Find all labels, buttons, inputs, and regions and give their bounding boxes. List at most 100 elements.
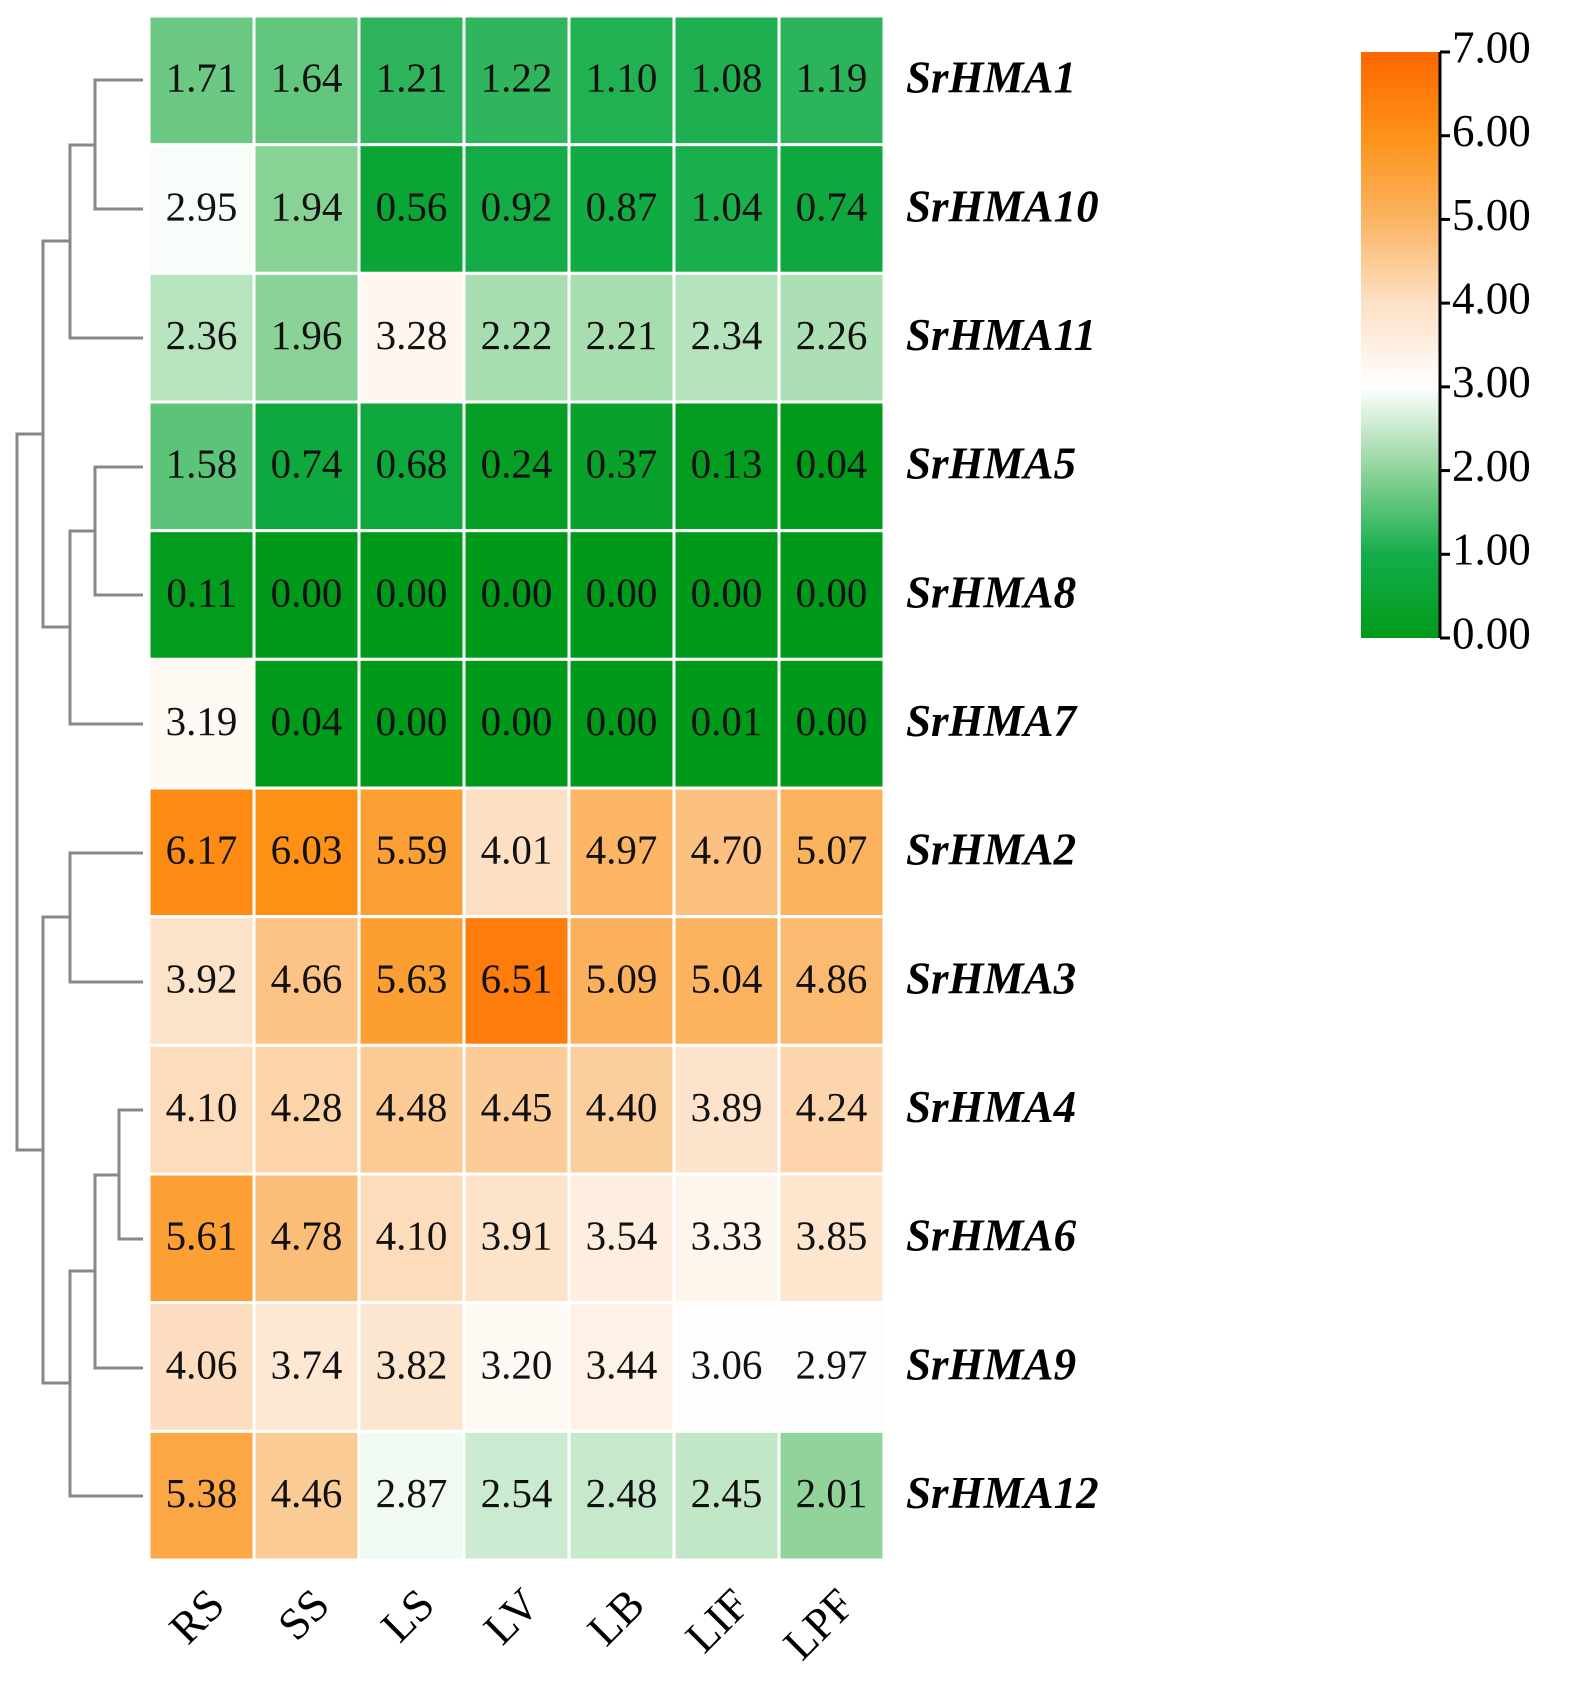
x-tick-label: LB [578,1579,654,1655]
cell-label: 0.00 [376,569,448,615]
cell-label: 1.94 [271,183,343,229]
cell-label: 2.21 [586,312,658,358]
cell-label: 0.01 [691,698,763,744]
cell [357,1301,466,1433]
cell [357,529,466,661]
cell-label: 0.74 [796,183,868,229]
cell [357,1043,466,1176]
cell-label: 4.01 [481,827,553,873]
cell-label: 1.08 [691,55,763,101]
cell-label: 3.28 [376,312,448,358]
cell [777,1301,886,1433]
cell-label: 0.00 [586,569,658,615]
cell [567,143,676,275]
cell-label: 0.37 [586,441,658,487]
cell-label: 0.00 [796,698,868,744]
row-label: SrHMA3 [906,953,1076,1003]
cell [147,657,256,790]
cell-label: 0.00 [481,569,553,615]
cell-label: 1.19 [796,55,868,101]
cell-label: 1.64 [271,55,343,101]
colorbar [1361,52,1440,638]
cell [672,1429,781,1562]
cell [777,915,886,1047]
cell [147,915,256,1047]
cell [567,1301,676,1433]
cell [252,271,361,404]
cell [567,1172,676,1305]
cell-label: 4.70 [691,827,763,873]
cell-label: 0.00 [796,569,868,615]
cell [357,786,466,919]
cell-label: 3.06 [691,1341,763,1387]
row-label: SrHMA9 [906,1339,1076,1389]
cell [777,657,886,790]
cell-label: 4.78 [271,1213,343,1259]
cell-label: 4.46 [271,1470,343,1516]
cell-label: 5.07 [796,827,868,873]
cell [147,529,256,661]
cell-label: 0.74 [271,441,343,487]
cell-label: 5.04 [691,955,763,1001]
cell [672,1301,781,1433]
row-label: SrHMA5 [906,439,1076,489]
cell [567,271,676,404]
cell [777,786,886,919]
cell-label: 2.87 [376,1470,448,1516]
cell-label: 2.54 [481,1470,553,1516]
row-label: SrHMA2 [906,825,1076,875]
cell [252,657,361,790]
cell-label: 2.95 [166,183,238,229]
colorbar-tick-label: 5.00 [1452,190,1531,240]
cell-label: 3.91 [481,1213,553,1259]
cell-label: 3.19 [166,698,238,744]
cell [147,1429,256,1562]
cell [357,271,466,404]
cell-label: 2.26 [796,312,868,358]
x-tick-label: RS [160,1579,234,1653]
cell [252,14,361,147]
cell [672,915,781,1047]
cell [777,143,886,275]
cell [672,400,781,533]
colorbar-tick-label: 4.00 [1452,273,1531,323]
cell [462,1172,571,1305]
x-tick-label: LS [371,1579,443,1651]
cell [147,143,256,275]
cell-label: 1.71 [166,55,238,101]
cell [777,400,886,533]
cell [672,1172,781,1305]
cell-label: 3.33 [691,1213,763,1259]
cell-label: 4.06 [166,1341,238,1387]
cell-label: 2.34 [691,312,763,358]
cell-label: 0.87 [586,183,658,229]
colorbar-tick-label: 0.00 [1452,608,1531,658]
cell [462,1429,571,1562]
cell-label: 4.10 [166,1084,238,1130]
cell-label: 1.96 [271,312,343,358]
row-label: SrHMA8 [906,567,1076,617]
cell [777,271,886,404]
cell [252,400,361,533]
cell-label: 4.40 [586,1084,658,1130]
row-label: SrHMA1 [906,53,1076,103]
cell-label: 3.20 [481,1341,553,1387]
cell [147,400,256,533]
row-label: SrHMA10 [906,181,1099,231]
cell-label: 1.22 [481,55,553,101]
cell-label: 0.24 [481,441,553,487]
cell-label: 1.04 [691,183,763,229]
cell-label: 1.21 [376,55,448,101]
x-tick-label: LV [474,1579,549,1654]
cell [672,786,781,919]
cell [252,1429,361,1562]
colorbar-tick-label: 1.00 [1452,525,1531,575]
cell-label: 4.86 [796,955,868,1001]
cell-label: 3.44 [586,1341,658,1387]
cell-label: 3.54 [586,1213,658,1259]
cell-label: 0.68 [376,441,448,487]
colorbar-tick-label: 3.00 [1452,357,1531,407]
cell [567,657,676,790]
cell-label: 5.61 [166,1213,238,1259]
cell-label: 0.00 [586,698,658,744]
